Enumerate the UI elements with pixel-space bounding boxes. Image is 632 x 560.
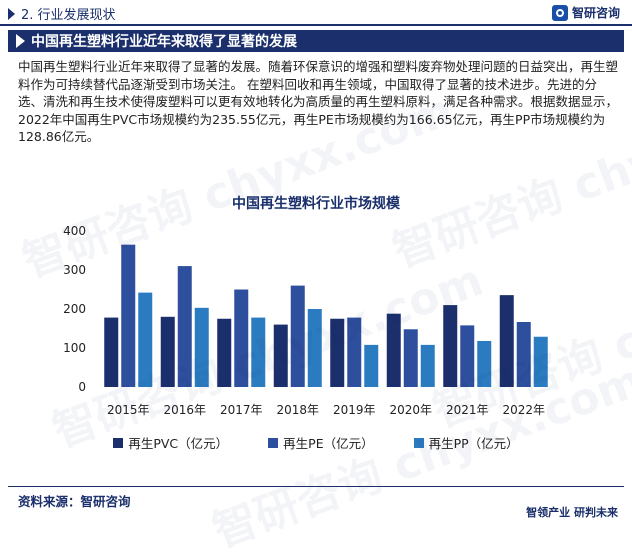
legend-label: 再生PE（亿元）: [283, 436, 374, 451]
bar-chart: 0 100 200 300 400 2015年 2016年 2017年 2018年 2019年 20…: [63, 224, 548, 417]
footer-brand: 智领产业 研判未来: [526, 506, 618, 519]
brand-name: 智研咨询: [571, 6, 620, 20]
legend-label: 再生PP（亿元）: [428, 436, 519, 451]
x-tick-label: 2021年: [446, 403, 489, 417]
bar-1-6: [386, 313, 401, 387]
legend-swatch: [113, 437, 124, 448]
bar-1-2: [160, 316, 175, 387]
bar-2-5: [347, 317, 362, 387]
legend-label: 再生PVC（亿元）: [128, 436, 229, 451]
x-tick-label: 2015年: [107, 403, 150, 417]
legend-swatch: [268, 437, 279, 448]
brand: 智研咨询: [551, 4, 620, 21]
x-tick-label: 2019年: [333, 403, 376, 417]
y-tick-label: 100: [63, 341, 86, 355]
legend-item: 再生PP（亿元）: [413, 433, 519, 452]
bar-3-8: [533, 336, 548, 387]
bar-2-1: [121, 244, 136, 387]
x-tick-label: 2020年: [389, 403, 432, 417]
source-note: 资料来源：智研咨询: [18, 494, 131, 509]
y-tick-label: 0: [78, 380, 86, 394]
legend-swatch: [413, 437, 424, 448]
top-divider: [0, 24, 632, 26]
bar-3-7: [477, 340, 492, 387]
bar-1-4: [273, 324, 288, 387]
section-banner: 中国再生塑料行业近年来取得了显著的发展: [8, 30, 624, 52]
y-tick-label: 200: [63, 302, 86, 316]
footer-divider: [8, 486, 624, 487]
x-tick-label: 2016年: [163, 403, 206, 417]
bar-2-2: [177, 266, 192, 387]
legend-item: 再生PE（亿元）: [268, 433, 374, 452]
bar-3-2: [194, 307, 209, 387]
chart-title: 中国再生塑料行业市场规模: [232, 196, 400, 212]
legend-item: 再生PVC（亿元）: [113, 433, 228, 452]
bar-3-3: [251, 317, 266, 387]
y-tick-label: 300: [63, 263, 86, 277]
bar-1-3: [217, 318, 232, 387]
bar-3-6: [420, 344, 435, 387]
top-bar: 2. 行业发展现状 智研咨询: [0, 0, 632, 26]
x-tick-label: 2022年: [502, 403, 545, 417]
bar-1-8: [499, 295, 514, 387]
section-label: 2. 行业发展现状: [8, 4, 116, 23]
bar-2-4: [290, 285, 305, 387]
bar-3-4: [307, 309, 322, 387]
section-label-text: 2. 行业发展现状: [21, 8, 116, 23]
x-tick-label: 2017年: [220, 403, 263, 417]
bar-2-6: [403, 329, 418, 387]
bar-2-8: [516, 322, 531, 387]
banner-title: 中国再生塑料行业近年来取得了显著的发展: [31, 34, 297, 50]
bar-1-1: [104, 317, 119, 387]
triangle-marker-icon: [16, 34, 25, 48]
triangle-marker-icon: [8, 7, 15, 20]
bar-2-3: [234, 289, 249, 387]
bar-2-7: [460, 325, 475, 387]
chart-legend: 再生PVC（亿元） 再生PE（亿元） 再生PP（亿元）: [0, 433, 632, 452]
x-tick-label: 2018年: [276, 403, 319, 417]
bar-3-1: [138, 292, 153, 387]
bar-1-7: [443, 305, 458, 387]
body-paragraph: 中国再生塑料行业近年来取得了显著的发展。随着环保意识的增强和塑料废弃物处理问题的…: [18, 59, 619, 144]
bar-3-5: [364, 344, 379, 387]
chyxx-logo-icon: [551, 4, 568, 21]
y-tick-label: 400: [63, 224, 86, 238]
bar-1-5: [330, 318, 345, 387]
